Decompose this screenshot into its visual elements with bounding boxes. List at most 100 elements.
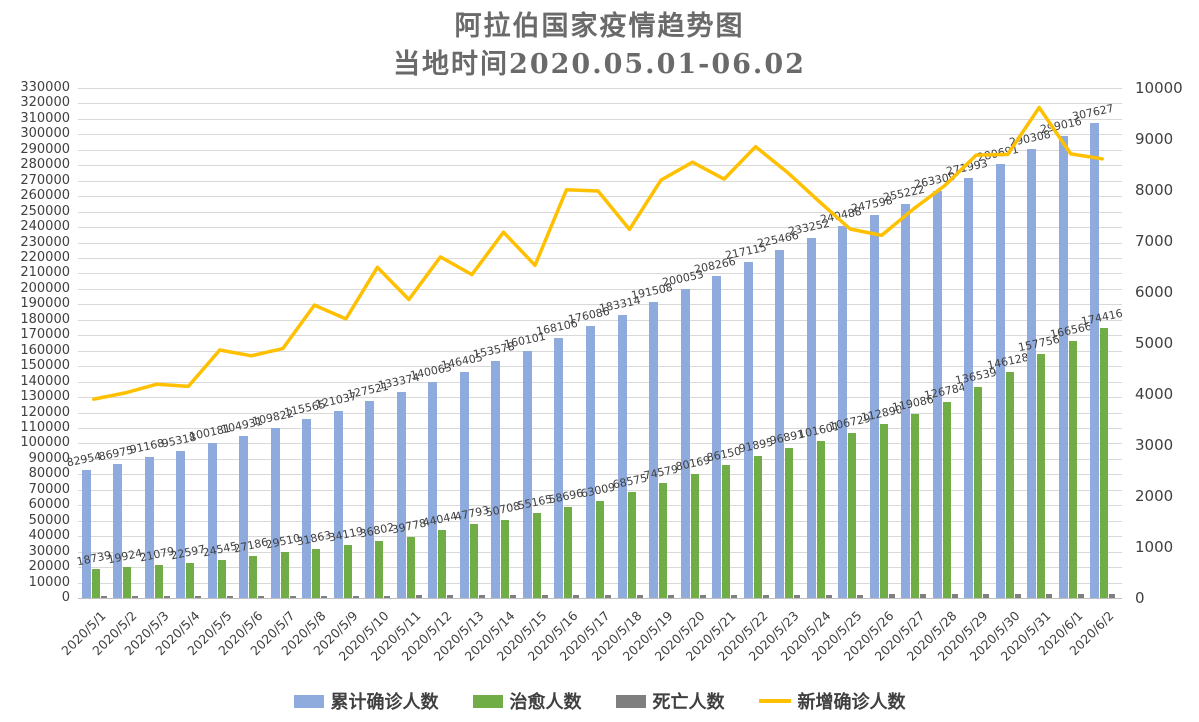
legend-label: 死亡人数 (652, 692, 725, 713)
bar-confirmed (176, 450, 186, 598)
left-axis-tick: 90000 (28, 450, 70, 466)
left-axis-tick: 240000 (20, 219, 70, 235)
gridline (78, 242, 1122, 244)
bar-deaths (100, 596, 107, 598)
bar-deaths (731, 594, 738, 598)
left-axis-tick: 150000 (20, 358, 70, 374)
bar-deaths (920, 594, 927, 598)
left-axis-tick: 260000 (20, 188, 70, 204)
legend-color-swatch (472, 694, 503, 708)
left-axis-tick: 100000 (20, 435, 70, 451)
bar-deaths (983, 594, 990, 598)
bar-deaths (857, 594, 864, 598)
gridline (78, 196, 1122, 198)
bar-deaths (321, 595, 328, 598)
bar-confirmed (207, 443, 217, 598)
bar-confirmed (869, 215, 879, 598)
gridline (78, 474, 1122, 476)
left-axis-tick: 300000 (20, 126, 70, 142)
bar-cured (375, 541, 384, 598)
left-axis-tick: 10000 (28, 574, 70, 590)
bar-confirmed (459, 371, 469, 598)
bar-confirmed (396, 391, 406, 598)
bar-cured (848, 433, 857, 598)
right-axis-tick: 1000 (1135, 538, 1174, 556)
bar-deaths (226, 595, 233, 598)
bar-confirmed (428, 381, 438, 598)
legend-item-cured: 治愈人数 (472, 688, 582, 714)
left-axis-tick: 320000 (20, 95, 70, 111)
gridline (78, 335, 1122, 337)
gridline (78, 366, 1122, 368)
bar-cured (217, 560, 226, 598)
bar-deaths (163, 596, 170, 598)
legend-color-swatch (293, 694, 324, 708)
bar-deaths (195, 595, 202, 598)
bar-deaths (384, 595, 391, 598)
gridline (78, 304, 1122, 306)
gridline (78, 103, 1122, 105)
bar-cured (911, 413, 920, 598)
left-axis-tick: 70000 (28, 481, 70, 497)
left-axis-tick: 40000 (28, 528, 70, 544)
gridline (78, 412, 1122, 414)
gridline (78, 165, 1122, 167)
left-axis-tick: 130000 (20, 389, 70, 405)
bar-cured (469, 524, 478, 598)
bar-confirmed (995, 164, 1005, 598)
gridline (78, 428, 1122, 429)
right-axis-tick: 10000 (1135, 79, 1183, 97)
bar-confirmed (113, 463, 123, 598)
legend-color-swatch (615, 694, 646, 708)
x-axis-line (78, 598, 1122, 599)
right-axis-tick: 5000 (1135, 334, 1174, 352)
bar-confirmed (81, 469, 91, 598)
bar-cured (816, 440, 825, 598)
bar-deaths (478, 595, 485, 598)
right-axis-tick: 8000 (1135, 181, 1174, 199)
bar-deaths (888, 594, 895, 598)
bar-deaths (541, 595, 548, 598)
bar-deaths (951, 594, 958, 598)
left-axis-tick: 30000 (28, 543, 70, 559)
bar-confirmed (270, 428, 280, 598)
left-axis-tick: 60000 (28, 497, 70, 513)
bar-confirmed (522, 350, 532, 598)
gridline (78, 489, 1122, 491)
bar-cured (753, 455, 762, 598)
bar-cured (406, 536, 415, 598)
gridline (78, 180, 1122, 182)
bar-confirmed (680, 288, 690, 598)
bar-deaths (510, 595, 517, 598)
bar-confirmed (743, 262, 753, 598)
bar-confirmed (554, 338, 564, 598)
right-axis-tick: 4000 (1135, 385, 1174, 403)
right-axis-tick: 6000 (1135, 283, 1174, 301)
bar-cured (690, 474, 699, 598)
bar-deaths (1109, 593, 1116, 598)
left-axis-tick: 200000 (20, 280, 70, 296)
bar-deaths (699, 594, 706, 598)
gridline (78, 134, 1122, 136)
left-axis-tick: 120000 (20, 404, 70, 420)
bar-deaths (825, 594, 832, 598)
bar-deaths (1046, 594, 1053, 598)
bar-deaths (352, 595, 359, 598)
bar-cured (596, 500, 604, 598)
bar-cured (659, 482, 668, 598)
bar-cured (879, 423, 888, 598)
legend-item-deaths: 死亡人数 (615, 688, 725, 714)
left-axis-tick: 330000 (20, 80, 70, 95)
bar-confirmed (964, 177, 974, 598)
bar-cured (312, 548, 321, 598)
left-axis-tick: 220000 (20, 250, 70, 265)
gridline (78, 227, 1122, 229)
bar-confirmed (806, 237, 816, 598)
bar-cured (154, 565, 163, 598)
bar-confirmed (491, 360, 501, 598)
gridline (78, 397, 1122, 399)
bar-deaths (258, 595, 265, 598)
bar-cured (249, 555, 258, 598)
left-axis-tick: 210000 (20, 265, 70, 281)
